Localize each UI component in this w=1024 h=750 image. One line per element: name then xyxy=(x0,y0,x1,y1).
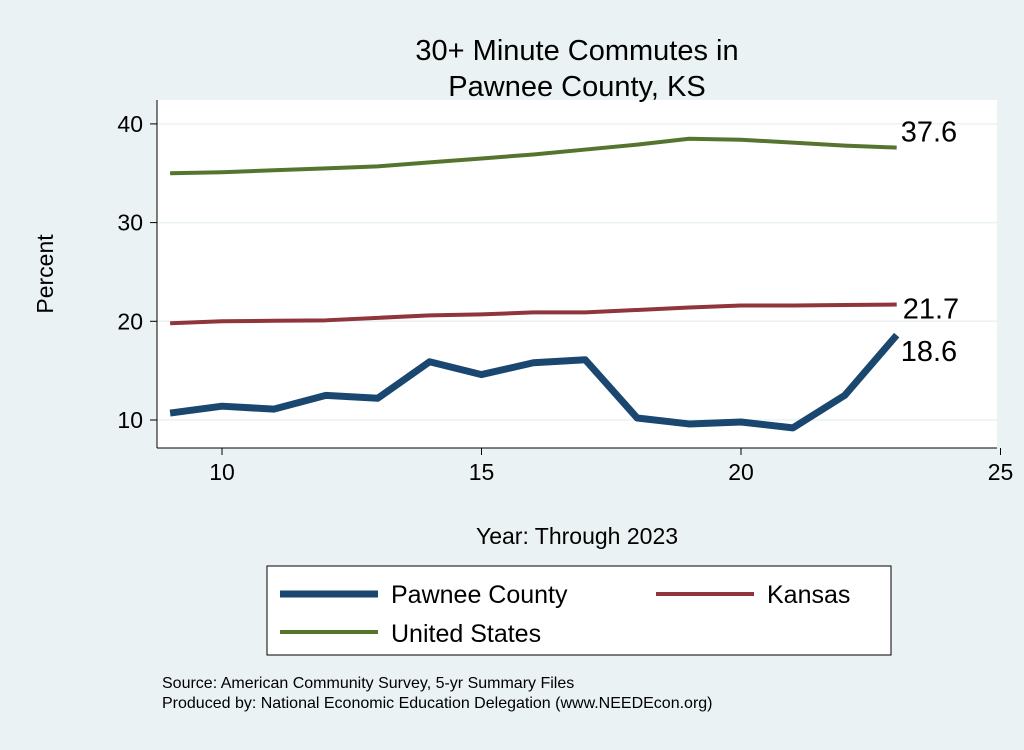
end-label-united-states: 37.6 xyxy=(901,117,957,149)
chart-title-line2: Pawnee County, KS xyxy=(448,71,705,103)
y-axis-label: Percent xyxy=(32,234,58,314)
legend-label-us: United States xyxy=(391,620,541,648)
source-note: Source: American Community Survey, 5-yr … xyxy=(162,675,574,692)
end-label-pawnee-county: 18.6 xyxy=(901,336,957,368)
legend: Pawnee County Kansas United States xyxy=(267,566,891,655)
x-tick-label: 10 xyxy=(209,459,235,485)
x-tick-label: 25 xyxy=(988,459,1014,485)
y-tick-label: 30 xyxy=(117,210,143,236)
legend-label-pawnee: Pawnee County xyxy=(391,581,568,609)
x-tick-label: 20 xyxy=(728,459,754,485)
end-label-kansas: 21.7 xyxy=(903,294,959,326)
y-tick-label: 40 xyxy=(117,111,143,137)
producer-note: Produced by: National Economic Education… xyxy=(162,695,713,712)
x-tick-label: 15 xyxy=(469,459,495,485)
y-tick-label: 10 xyxy=(117,407,143,433)
x-axis-label: Year: Through 2023 xyxy=(476,523,678,549)
legend-label-kansas: Kansas xyxy=(767,581,850,609)
chart-title-line1: 30+ Minute Commutes in xyxy=(415,35,738,67)
y-tick-label: 20 xyxy=(117,308,143,334)
